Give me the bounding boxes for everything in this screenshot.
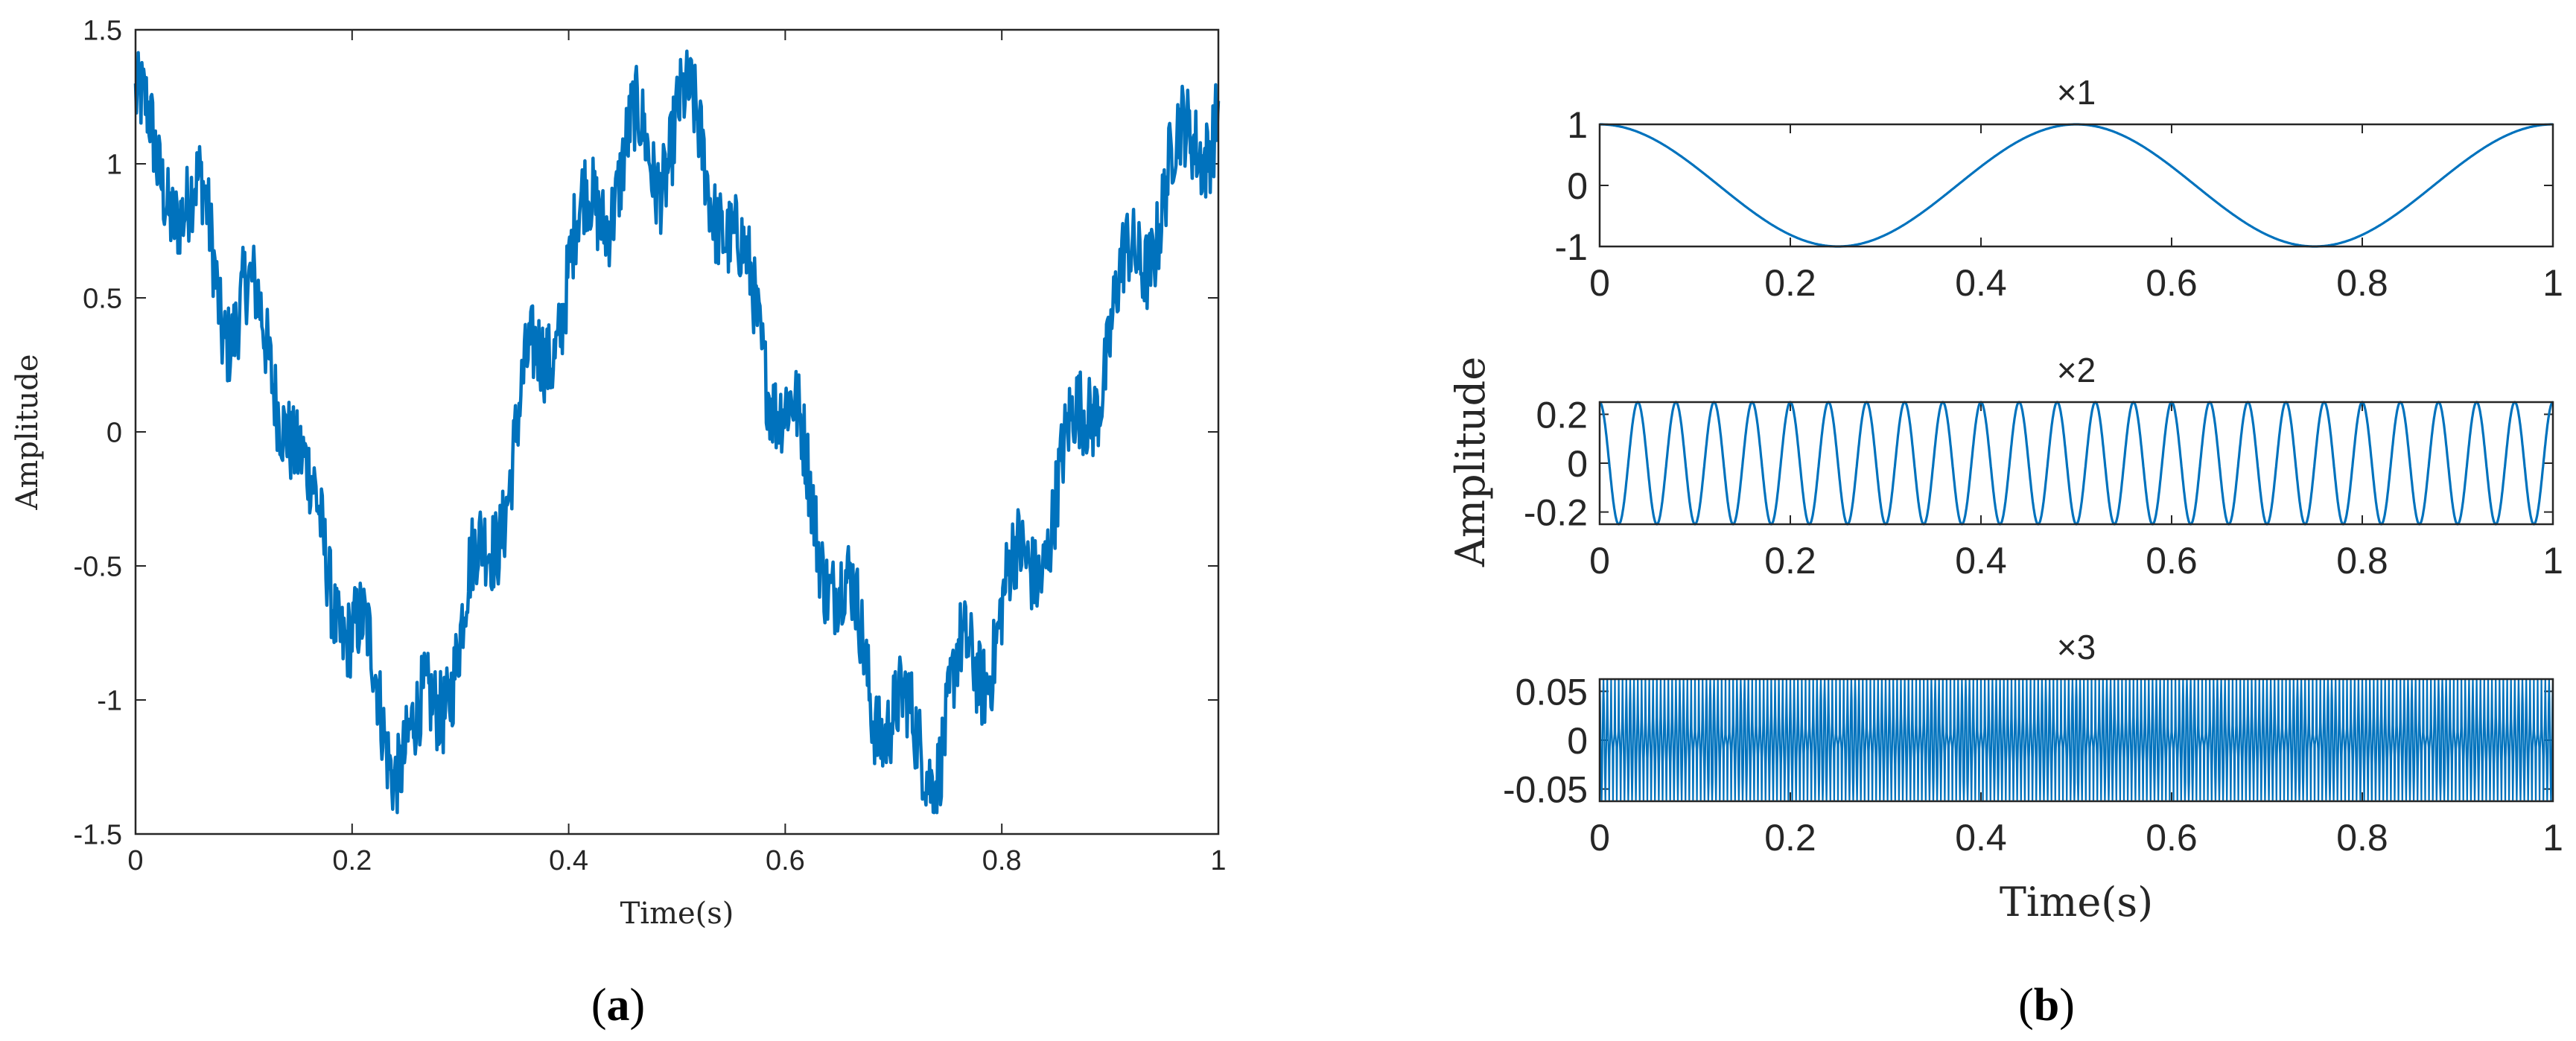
x-tick-label: 0.6 (766, 845, 805, 876)
x-tick-label: 0.8 (982, 845, 1022, 876)
y-tick-label: 0 (1567, 165, 1588, 207)
y-tick-label: -0.5 (74, 552, 122, 583)
x-tick-label: 0 (1589, 817, 1610, 859)
series-line (1598, 401, 2554, 526)
subplot-x3-ticks: 0 0.2 0.4 0.6 0.8 10.050-0.05 (1503, 671, 2563, 859)
panel-b-caption: (b) (2018, 980, 2075, 1031)
subplot-x2: 0 0.2 0.4 0.6 0.8 10.20-0.2 ×2 (1524, 351, 2563, 582)
x-axis-label: Time(s) (620, 897, 734, 931)
x-axis-label: Time(s) (2000, 879, 2153, 926)
panel-a-signal-plot: 0 0.2 0.4 0.6 0.8 1 1.5 1 0.5 0 -0.5 -1 -1.5 Time(s)… (10, 16, 1227, 1031)
x-tick-label: 0 (1589, 262, 1610, 304)
plot-background (136, 30, 1218, 834)
panel-a-series (133, 49, 1221, 815)
y-axis-label: Amplitude (10, 354, 45, 510)
x-tick-label: 0.8 (2336, 540, 2388, 582)
series-line (1598, 678, 2554, 803)
panel-b-component-plots: 0 0.2 0.4 0.6 0.8 110-1 ×1 0 0.2 0.4 0.6 0.8 10.20… (1447, 73, 2563, 1031)
x-tick-label: 0.8 (2336, 262, 2388, 304)
panel-a-axes-box (134, 28, 1220, 835)
subplot-x1-title: ×1 (2057, 73, 2096, 112)
y-tick-label: -0.2 (1524, 492, 1588, 534)
subplot-x3-series (1598, 678, 2554, 803)
x-tick-label: 0.8 (2336, 817, 2388, 859)
x-tick-label: 0.2 (1764, 540, 1816, 582)
panel-a-ticks: 0 0.2 0.4 0.6 0.8 1 1.5 1 0.5 0 -0.5 -1 -1.5 (74, 16, 1227, 876)
x-tick-label: 0.4 (1955, 262, 2007, 304)
y-tick-label: 0 (1567, 720, 1588, 762)
subplot-x2-title: ×2 (2057, 351, 2096, 389)
x-tick-label: 0.4 (1955, 540, 2007, 582)
panel-a-caption: (a) (591, 980, 645, 1031)
y-tick-label: 0.2 (1536, 394, 1588, 436)
y-tick-label: 1 (1567, 104, 1588, 146)
subplot-x1: 0 0.2 0.4 0.6 0.8 110-1 ×1 (1555, 73, 2563, 304)
subplot-x2-ticks: 0 0.2 0.4 0.6 0.8 10.20-0.2 (1524, 394, 2563, 582)
y-tick-label: 0.05 (1516, 671, 1588, 713)
subplot-x3: 0 0.2 0.4 0.6 0.8 10.050-0.05 ×3 (1503, 628, 2563, 859)
subplot-x3-title: ×3 (2057, 628, 2096, 666)
x-tick-label: 0 (127, 845, 143, 876)
y-tick-label: -1 (97, 686, 122, 717)
x-tick-label: 1 (2542, 540, 2563, 582)
x-tick-label: 1 (2542, 817, 2563, 859)
x-tick-label: 0.2 (1764, 817, 1816, 859)
subplot-x2-series (1598, 401, 2554, 526)
x-tick-label: 0.6 (2146, 262, 2198, 304)
x-tick-label: 1 (2542, 262, 2563, 304)
y-tick-label: 1 (106, 150, 122, 181)
y-tick-label: -0.05 (1503, 769, 1588, 811)
x-tick-label: 0.2 (332, 845, 372, 876)
subplot-x3-axes-box (1598, 678, 2554, 803)
x-tick-label: 0 (1589, 540, 1610, 582)
y-axis-label: Amplitude (1447, 357, 1494, 567)
y-tick-label: 0 (106, 418, 122, 449)
subplot-x1-series (1600, 123, 2553, 248)
x-tick-label: 0.6 (2146, 817, 2198, 859)
y-tick-label: -1.5 (74, 820, 122, 851)
y-tick-label: 1.5 (83, 16, 122, 47)
y-tick-label: 0 (1567, 443, 1588, 485)
x-tick-label: 1 (1210, 845, 1226, 876)
y-tick-label: -1 (1555, 226, 1588, 268)
x-tick-label: 0.6 (2146, 540, 2198, 582)
x-tick-label: 0.4 (1955, 817, 2007, 859)
y-tick-label: 0.5 (83, 284, 122, 315)
series-line (1600, 123, 2553, 248)
subplot-x1-axes-box (1598, 123, 2554, 248)
subplot-x2-axes-box (1598, 401, 2554, 526)
subplot-x1-ticks: 0 0.2 0.4 0.6 0.8 110-1 (1555, 104, 2563, 304)
x-tick-label: 0.2 (1764, 262, 1816, 304)
series-line (133, 49, 1221, 815)
x-tick-label: 0.4 (549, 845, 588, 876)
